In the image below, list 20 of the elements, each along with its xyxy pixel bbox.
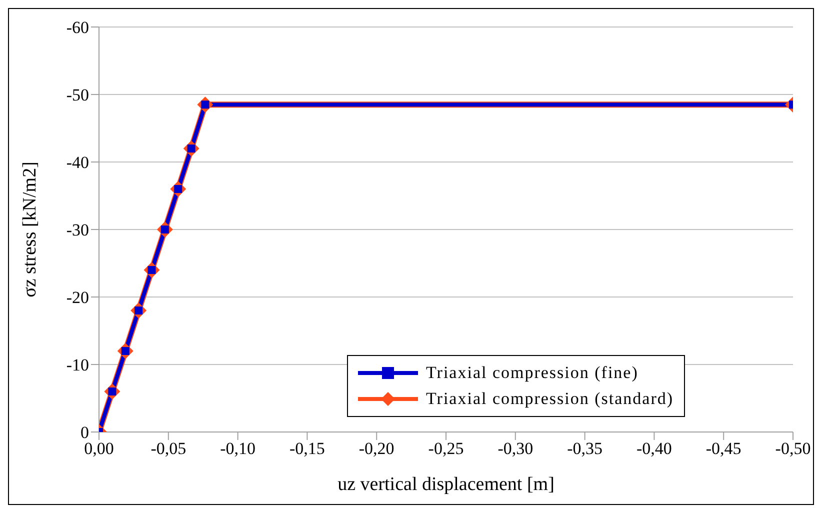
y-tick-label: -10 [66,356,89,375]
x-tick-label: -0,30 [498,439,534,458]
legend-label: Triaxial compression (fine) [426,363,638,383]
x-tick-label: -0,45 [706,439,742,458]
x-tick-label: -0,20 [358,439,394,458]
x-tick-label: -0,50 [775,439,811,458]
x-tick-label: -0,10 [220,439,256,458]
x-axis-title: uz vertical displacement [m] [338,474,554,495]
legend-label: Triaxial compression (standard) [426,389,674,409]
y-tick-label: -20 [66,288,89,308]
y-tick-label: -40 [66,153,89,172]
x-tick-label: -0,40 [636,439,672,458]
x-tick-label: -0,35 [567,439,603,458]
y-tick-label: -60 [66,18,89,38]
x-tick-label: -0,25 [428,439,464,458]
x-tick-label: -0,05 [150,439,186,458]
y-tick-label: -30 [66,220,89,240]
y-tick-label: -50 [66,86,89,105]
x-tick-label: -0,15 [289,439,325,458]
y-axis-title: σz stress [kN/m2] [20,162,41,298]
